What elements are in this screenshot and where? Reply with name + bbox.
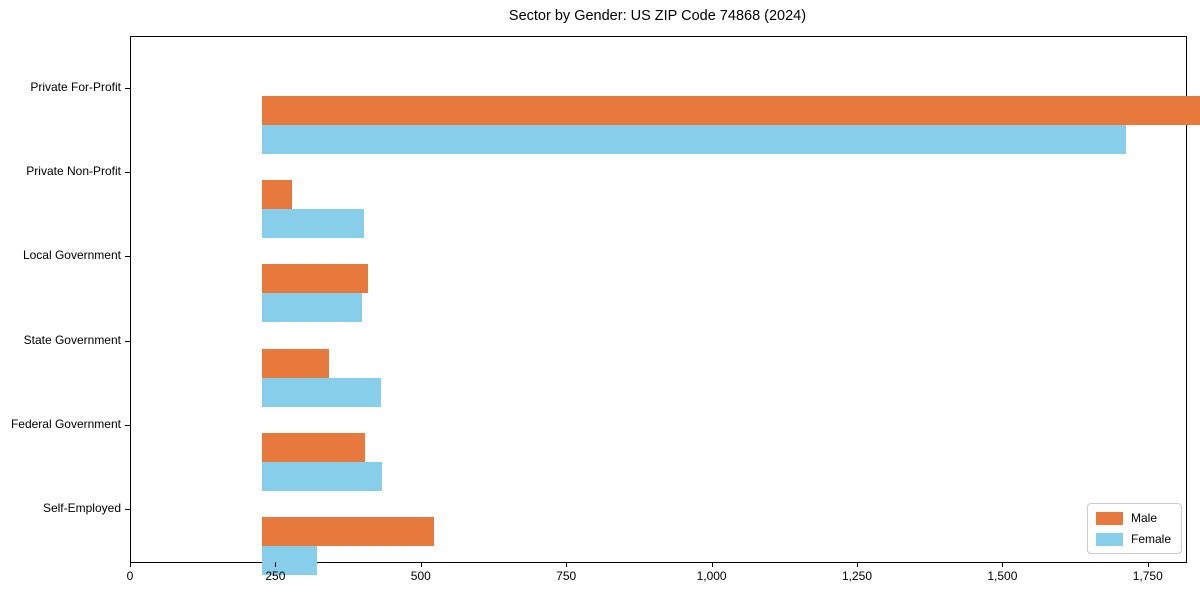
y-axis-tick — [125, 88, 130, 89]
bar-male-federal-government — [262, 432, 365, 462]
x-axis-tick-label: 250 — [265, 569, 286, 583]
x-axis-tick — [856, 562, 858, 567]
legend-item-female: Female — [1095, 532, 1171, 546]
x-axis-tick — [275, 562, 277, 567]
plot-area: Male Female — [130, 36, 1200, 575]
y-axis-category-label: Local Government — [22, 248, 121, 263]
x-axis-tick — [420, 562, 422, 567]
bar-male-local-government — [262, 264, 369, 294]
bar-female-self-employed — [262, 546, 318, 575]
chart-title: Sector by Gender: US ZIP Code 74868 (202… — [508, 8, 807, 24]
bar-female-private-non-profit — [262, 209, 365, 239]
y-axis-tick — [125, 509, 130, 510]
y-axis-tick — [125, 340, 130, 342]
bar-male-state-government — [262, 348, 329, 378]
bar-female-private-for-profit — [262, 125, 1127, 154]
bar-male-private-for-profit — [262, 96, 1200, 125]
legend-item-male: Male — [1095, 511, 1171, 525]
x-axis-tick — [1147, 562, 1149, 567]
y-axis-category-label: Federal Government — [10, 416, 121, 431]
bar-female-local-government — [262, 293, 363, 323]
x-axis-tick — [566, 562, 568, 567]
x-axis-tick — [130, 562, 131, 567]
bar-female-state-government — [262, 377, 382, 407]
bar-male-self-employed — [262, 517, 434, 546]
legend-label-female: Female — [1130, 532, 1171, 546]
legend: Male Female — [1086, 503, 1182, 554]
male-series-swatch — [1095, 511, 1123, 525]
x-axis-tick-label: 1,750 — [1132, 569, 1163, 583]
y-axis-tick — [125, 424, 130, 426]
x-axis-tick-label: 1,500 — [987, 569, 1018, 583]
y-axis-tick — [125, 256, 130, 258]
x-axis-tick — [711, 562, 713, 567]
y-axis-category-label: Private For-Profit — [30, 80, 121, 94]
y-axis-category-label: State Government — [23, 332, 121, 347]
x-axis-tick-label: 750 — [556, 569, 577, 583]
y-axis-category-label: Self-Employed — [42, 501, 121, 515]
x-axis-tick-label: 1,000 — [696, 569, 727, 583]
bar-male-private-non-profit — [262, 180, 293, 210]
x-axis-tick-label: 1,250 — [841, 569, 872, 583]
x-axis-tick — [1002, 562, 1004, 567]
bar-female-federal-government — [262, 461, 382, 491]
x-axis-tick-label: 0 — [126, 569, 134, 583]
x-axis-tick-label: 500 — [410, 569, 431, 583]
y-axis-tick — [125, 172, 130, 174]
female-series-swatch — [1095, 532, 1123, 546]
legend-label-male: Male — [1130, 511, 1157, 525]
y-axis-category-label: Private Non-Profit — [26, 164, 121, 179]
